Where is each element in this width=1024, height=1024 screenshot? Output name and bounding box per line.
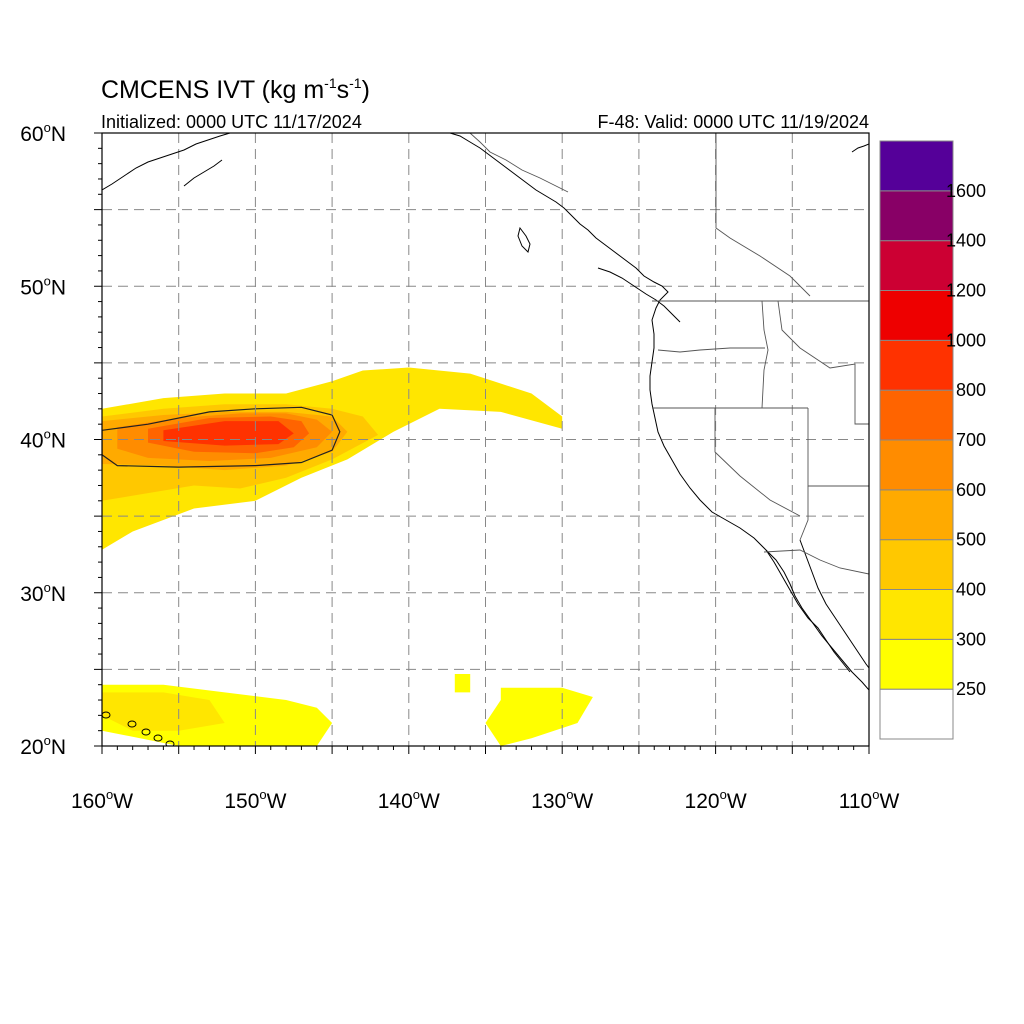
hawaii-island-4 xyxy=(165,740,175,746)
colorbar-label-1400: 1400 xyxy=(946,231,986,251)
ivt-contour-line xyxy=(102,406,341,468)
coast-baja xyxy=(765,549,851,673)
border-wa-or xyxy=(657,347,765,353)
ivt-plume-8 xyxy=(454,674,471,693)
lon-label-120: 120oW xyxy=(685,787,747,813)
colorbar-box-10 xyxy=(879,190,954,242)
ivt-shading xyxy=(102,367,593,746)
coast-gulf xyxy=(799,539,869,669)
coast-ne xyxy=(851,143,869,153)
colorbar-label-500: 500 xyxy=(956,530,986,550)
colorbar-label-1200: 1200 xyxy=(946,281,986,301)
colorbar-box-4 xyxy=(879,489,954,541)
colorbar-box-3 xyxy=(879,539,954,591)
coast-alaska2 xyxy=(183,159,223,187)
hawaii-island-2 xyxy=(141,728,151,736)
colorbar-box-9 xyxy=(879,240,954,292)
colorbar-box-0 xyxy=(879,688,954,740)
colorbar-label-250: 250 xyxy=(956,679,986,699)
lon-label-150: 150oW xyxy=(224,787,286,813)
coast-alaska xyxy=(102,133,231,191)
lon-label-110: 110oW xyxy=(839,787,900,813)
border-ca-mx xyxy=(763,549,869,575)
colorbar-box-7 xyxy=(879,339,954,391)
map-title: CMCENS IVT (kg m-1s-1) xyxy=(101,75,370,104)
colorbar-label-700: 700 xyxy=(956,430,986,450)
colorbar-label-600: 600 xyxy=(956,480,986,500)
colorbar-box-1 xyxy=(879,638,954,690)
coast-west xyxy=(449,133,869,691)
border-nv-ca xyxy=(714,408,801,517)
colorbar-label-400: 400 xyxy=(956,580,986,600)
lat-label-30: 30oN xyxy=(20,580,66,606)
colorbar-label-800: 800 xyxy=(956,380,986,400)
border-mt xyxy=(777,300,869,425)
lat-label-40: 40oN xyxy=(20,427,66,453)
colorbar-label-300: 300 xyxy=(956,629,986,649)
map-plot-area xyxy=(102,133,869,746)
coastlines xyxy=(102,133,869,746)
latitude-labels: 60oN 50oN 40oN 30oN 20oN xyxy=(20,120,66,759)
lat-label-60: 60oN xyxy=(20,120,66,146)
border-canada-alaska xyxy=(469,133,569,193)
longitude-labels: 160oW 150oW 140oW 130oW 120oW 110oW xyxy=(71,787,900,813)
colorbar-box-6 xyxy=(879,389,954,441)
lon-label-160: 160oW xyxy=(71,787,133,813)
colorbar-label-1600: 1600 xyxy=(946,181,986,201)
hawaii-island-1 xyxy=(127,720,137,728)
border-id xyxy=(761,300,769,409)
border-ne-alaska xyxy=(715,133,811,297)
colorbar-box-5 xyxy=(879,439,954,491)
lon-label-130: 130oW xyxy=(531,787,593,813)
ivt-plume-5 xyxy=(163,421,294,446)
lat-label-50: 50oN xyxy=(20,273,66,299)
ivt-plume-9 xyxy=(485,687,593,746)
colorbar-label-1000: 1000 xyxy=(946,330,986,350)
axis-ticks xyxy=(94,132,870,754)
border-az-nm xyxy=(799,486,809,541)
hawaii-island-3 xyxy=(153,734,163,742)
coast-vancouver xyxy=(597,267,681,323)
colorbar-box-2 xyxy=(879,589,954,640)
initialized-label: Initialized: 0000 UTC 11/17/2024 xyxy=(101,112,362,132)
ivt-contour xyxy=(102,406,341,468)
colorbar: 250 300 400 500 600 700 800 1000 1200 1400 1600 xyxy=(879,140,986,740)
border-nv-az xyxy=(807,408,869,487)
colorbar-box-11 xyxy=(879,140,954,192)
colorbar-box-8 xyxy=(879,290,954,341)
lon-label-140: 140oW xyxy=(378,787,440,813)
valid-time-label: F-48: Valid: 0000 UTC 11/19/2024 xyxy=(598,112,870,132)
graticule xyxy=(102,133,869,746)
hawaii-island-0 xyxy=(102,711,111,719)
lat-label-20: 20oN xyxy=(20,733,66,759)
bc-islands xyxy=(517,226,531,253)
